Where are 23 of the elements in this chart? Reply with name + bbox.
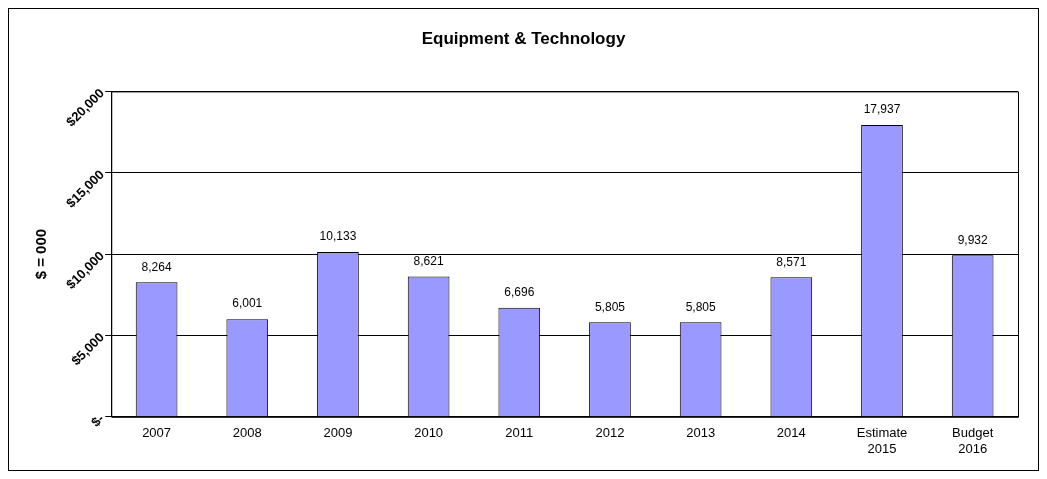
data-label: 9,932 — [957, 232, 988, 247]
data-label: 6,001 — [232, 296, 263, 311]
x-tick-label: Estimate 2015 — [856, 425, 908, 456]
x-tick-label: 2007 — [142, 425, 172, 441]
data-label: 8,264 — [141, 259, 172, 274]
x-tick-label: 2008 — [232, 425, 262, 441]
data-label: 10,133 — [319, 229, 357, 244]
chart-title: Equipment & Technology — [421, 28, 626, 48]
x-tick-label: 2010 — [414, 425, 444, 441]
y-axis-title: $ = 000 — [32, 228, 50, 280]
data-label: 6,696 — [504, 285, 535, 300]
x-tick-label: 2012 — [595, 425, 625, 441]
data-label: 8,571 — [776, 254, 807, 269]
data-label: 8,621 — [413, 253, 444, 268]
data-label: 5,805 — [685, 299, 716, 314]
x-tick-label: Budget 2016 — [952, 425, 994, 456]
x-tick-label: 2013 — [686, 425, 716, 441]
x-tick-label: 2014 — [776, 425, 806, 441]
x-tick-label: 2009 — [323, 425, 353, 441]
y-tick-label: $- — [88, 410, 107, 430]
x-tick-label: 2011 — [505, 425, 534, 441]
data-label: 17,937 — [863, 102, 901, 117]
data-label: 5,805 — [594, 299, 626, 314]
